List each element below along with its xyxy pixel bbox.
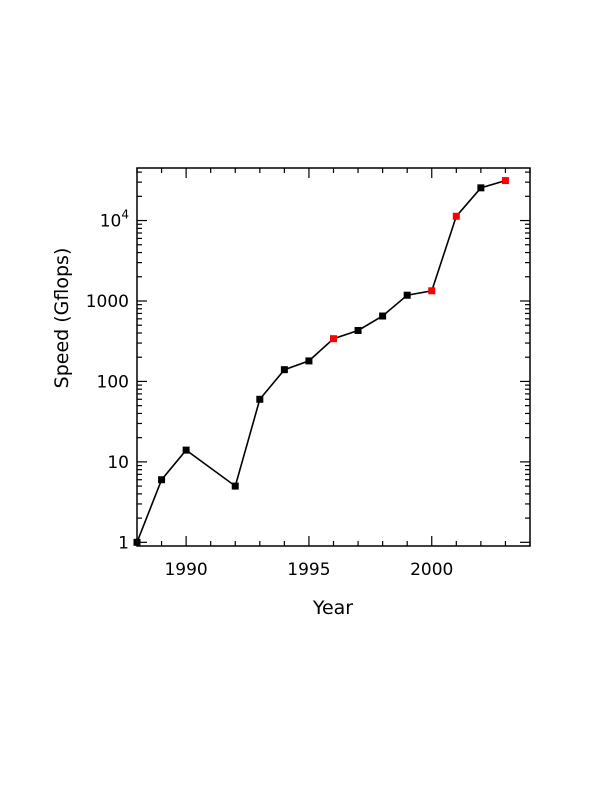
y-tick-label: 104 xyxy=(100,208,129,232)
data-point-marker xyxy=(305,357,313,365)
x-tick-label: 1995 xyxy=(287,560,330,580)
data-point-marker xyxy=(379,312,387,320)
plot-layer xyxy=(133,177,509,546)
y-tick-label: 100 xyxy=(97,372,129,392)
data-point-marker xyxy=(452,212,460,220)
data-point-marker xyxy=(403,291,411,299)
data-point-marker xyxy=(330,335,337,343)
data-point-marker xyxy=(501,177,509,185)
data-point-marker xyxy=(428,287,436,295)
data-point-marker xyxy=(182,446,190,454)
axes-layer: 1990 1995 2000 1 10 100 1000 104 xyxy=(86,168,531,580)
data-point-marker xyxy=(231,482,239,490)
plot-frame xyxy=(136,167,531,547)
y-tick-label: 1 xyxy=(118,533,129,553)
x-axis-title: Year xyxy=(312,597,353,619)
y-tick-label: 1000 xyxy=(86,292,129,312)
data-point-marker xyxy=(280,366,288,374)
x-tick-label: 2000 xyxy=(410,560,453,580)
y-tick-label: 10 xyxy=(107,453,129,473)
data-point-marker xyxy=(354,326,362,334)
data-point-marker xyxy=(477,184,485,192)
series-line xyxy=(136,179,506,543)
x-tick-label: 1990 xyxy=(164,560,207,580)
data-point-marker xyxy=(256,395,264,403)
y-axis-title: Speed (Gflops) xyxy=(51,248,73,389)
data-point-marker xyxy=(158,476,166,484)
